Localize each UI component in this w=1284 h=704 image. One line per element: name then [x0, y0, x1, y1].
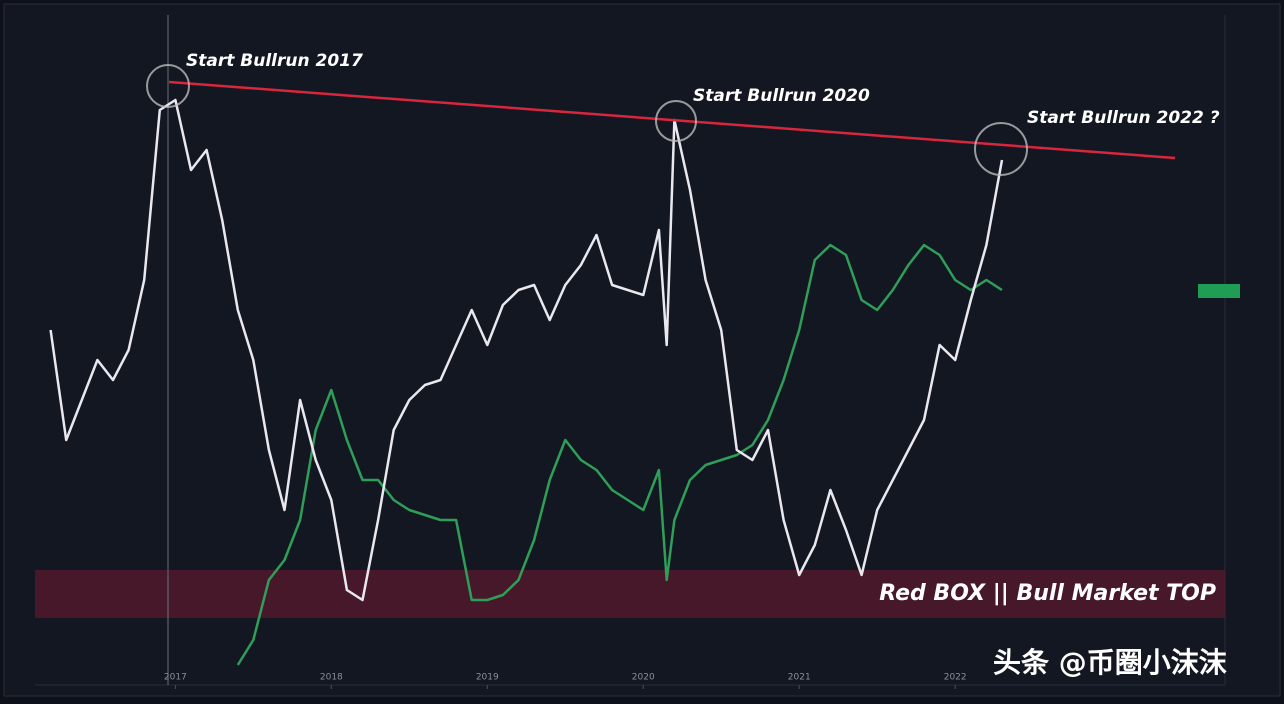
- x-tick-label: 2018: [320, 673, 343, 683]
- x-tick-label: 2017: [164, 673, 187, 683]
- highlight-circle: [974, 122, 1028, 176]
- trend-line: [169, 80, 1176, 160]
- x-tick-label: 2021: [788, 673, 811, 683]
- highlight-circle: [655, 100, 697, 142]
- annotation: Red BOX || Bull Market TOP: [879, 581, 1216, 606]
- data-line: [236, 243, 1003, 666]
- highlight-circle: [146, 64, 190, 108]
- price-label: [1198, 284, 1240, 298]
- annotation: Start Bullrun 2017: [186, 51, 363, 71]
- red-box: [35, 570, 1225, 618]
- x-tick-label: 2019: [476, 673, 499, 683]
- annotation: Start Bullrun 2020: [693, 86, 870, 106]
- x-tick-label: 2022: [944, 673, 967, 683]
- watermark: 头条 @币圈小沫沫: [993, 646, 1227, 679]
- data-line: [49, 98, 1004, 602]
- plot-area: [49, 80, 1176, 666]
- annotation: Start Bullrun 2022 ?: [1027, 108, 1220, 128]
- x-tick-label: 2020: [632, 673, 655, 683]
